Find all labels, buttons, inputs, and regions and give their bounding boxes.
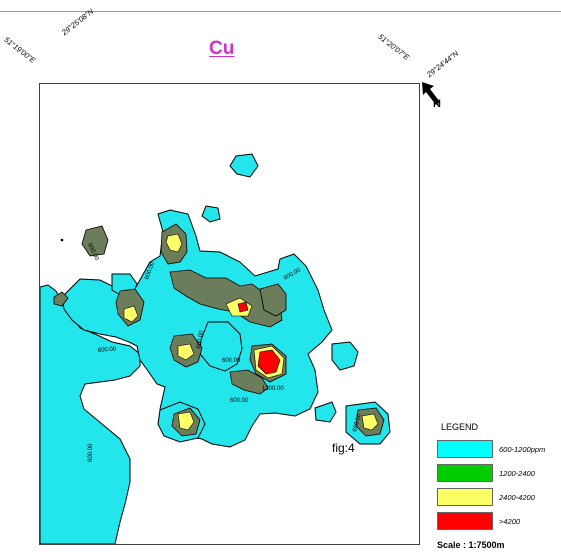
contour-label: 600.00 — [98, 346, 117, 354]
legend-label: 2400-4200 — [499, 493, 535, 502]
contour-label: 1200.00 — [262, 386, 284, 392]
scale-label: Scale : 1:7500m — [437, 540, 505, 550]
legend-title: LEGEND — [441, 422, 479, 432]
north-label: N — [433, 98, 441, 110]
legend-label: >4200 — [499, 517, 521, 526]
contour-label: 600.00 — [88, 443, 94, 462]
contour-label: 600.00 — [196, 330, 205, 350]
contour-label: 600.00 — [230, 398, 249, 404]
map-frame: 600.00 600.00 600.00 600.00 600.00 600.0… — [39, 83, 420, 545]
legend-swatch-cyan — [437, 440, 493, 458]
legend-swatch-yellow — [437, 488, 493, 506]
figure-label: fig:4 — [332, 441, 355, 455]
north-arrow-icon — [422, 82, 440, 105]
legend-label: 600-1200ppm — [499, 445, 546, 454]
coord-label-top-left-1: 51°19'00"E — [2, 35, 38, 65]
legend-swatch-red — [437, 512, 493, 530]
coord-label-top-right-1: 51°20'07"E — [376, 32, 412, 62]
contour-map: 600.00 600.00 600.00 600.00 600.00 600.0… — [40, 153, 391, 544]
cyan-anomaly-zones — [40, 153, 391, 544]
contour-label: 600.00 — [222, 358, 241, 364]
sample-point — [60, 238, 64, 242]
contour-label: 600.00 — [352, 413, 363, 433]
coord-label-top-right-2: 29°24'44"N — [425, 48, 461, 80]
legend-label: 1200-2400 — [499, 469, 535, 478]
map-title: Cu — [209, 38, 235, 59]
top-rule — [0, 11, 561, 12]
legend-swatch-green — [437, 464, 493, 482]
red-anomaly-zones — [237, 301, 281, 375]
